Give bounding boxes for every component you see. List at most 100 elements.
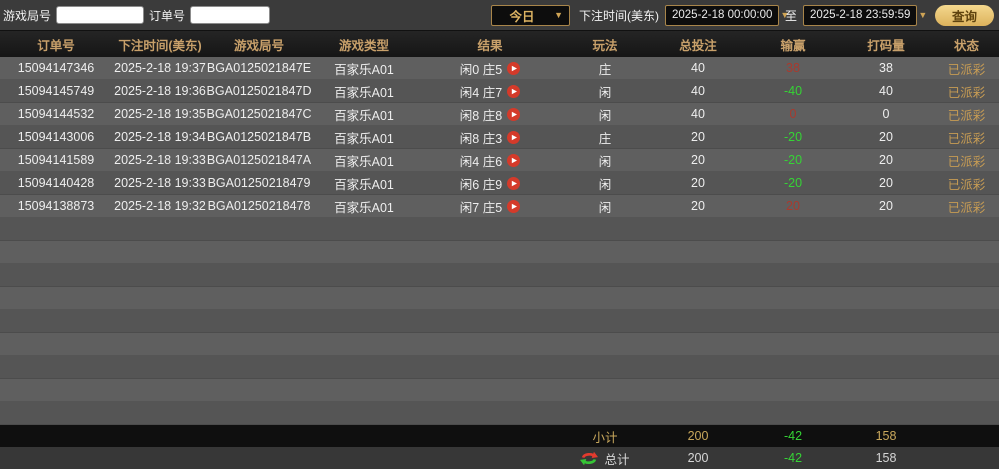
empty-row (0, 333, 999, 356)
cell-status: 已派彩 (947, 85, 986, 100)
cell-result: 闲8 庄8 (418, 103, 562, 125)
subtotal-status-empty (934, 425, 999, 447)
cell-round: BGA0125021847D (206, 84, 312, 98)
cell-game_type: 百家乐A01 (334, 108, 394, 123)
cell-round: BGA0125021847E (206, 61, 312, 75)
play-icon[interactable] (507, 153, 521, 167)
table-row: 15094143006 2025-2-18 19:34 BGA0125021847B… (0, 126, 999, 149)
cell-order: 15094141589 (17, 153, 95, 167)
cell-game_type: 百家乐A01 (334, 85, 394, 100)
cell-play: 闲 (598, 85, 612, 100)
column-header-win_loss: 输赢 (780, 38, 806, 53)
cell-win_loss: -20 (783, 176, 803, 190)
to-label: 至 (784, 8, 797, 23)
table-row: 15094140428 2025-2-18 19:33 BGA01250218479… (0, 172, 999, 195)
cell-result: 闲4 庄6 (418, 149, 562, 171)
cell-game_type: 百家乐A01 (334, 62, 394, 77)
column-header-total_bet: 总投注 (679, 38, 717, 53)
column-header-wager: 打码量 (867, 38, 905, 53)
cell-win_loss: 20 (786, 199, 800, 213)
play-icon[interactable] (507, 130, 521, 144)
cell-wager: 40 (879, 84, 893, 98)
column-header-status: 状态 (953, 38, 979, 53)
play-icon[interactable] (507, 199, 521, 213)
table-header-row: 订单号 下注时间(美东) 游戏局号 游戏类型 结果 玩法 总投注 输赢 打码量 状态 (0, 30, 999, 57)
cell-win_loss: -20 (783, 153, 803, 167)
cell-wager: 20 (879, 153, 893, 167)
cell-game_type: 百家乐A01 (334, 200, 394, 215)
cell-result: 闲0 庄5 (418, 57, 562, 79)
game-round-input[interactable] (56, 6, 145, 24)
empty-row (0, 218, 999, 241)
cell-bet_time: 2025-2-18 19:35 (114, 107, 206, 121)
cell-total_bet: 40 (691, 61, 705, 75)
subtotal-spacer (0, 425, 562, 447)
total-win-loss: -42 (783, 451, 803, 465)
cell-total_bet: 20 (691, 153, 705, 167)
cell-wager: 20 (879, 176, 893, 190)
refresh-sync-icon[interactable] (580, 451, 599, 466)
table-row: 15094147346 2025-2-18 19:37 BGA0125021847E… (0, 57, 999, 80)
game-round-label: 游戏局号 (3, 8, 52, 23)
result-text: 闲6 庄9 (459, 177, 503, 192)
cell-result: 闲7 庄5 (418, 195, 562, 217)
cell-result: 闲4 庄7 (418, 80, 562, 102)
order-no-label: 订单号 (149, 8, 186, 23)
result-text: 闲4 庄7 (459, 85, 503, 100)
result-text: 闲0 庄5 (459, 62, 503, 77)
cell-result: 闲8 庄3 (418, 126, 562, 148)
cell-total_bet: 20 (691, 176, 705, 190)
period-select[interactable]: 今日 ▼ (490, 4, 570, 26)
result-text: 闲8 庄8 (459, 108, 503, 123)
empty-row (0, 402, 999, 425)
cell-total_bet: 20 (691, 130, 705, 144)
cell-wager: 20 (879, 130, 893, 144)
cell-round: BGA01250218478 (207, 199, 311, 213)
cell-total_bet: 40 (691, 84, 705, 98)
cell-round: BGA0125021847C (206, 107, 312, 121)
subtotal-row: 小计 200 -42 158 (0, 425, 999, 447)
cell-bet_time: 2025-2-18 19:33 (114, 176, 206, 190)
start-time-value: 2025-2-18 00:00:00 (671, 9, 773, 21)
cell-status: 已派彩 (947, 62, 986, 77)
cell-wager: 0 (882, 107, 890, 121)
play-icon[interactable] (507, 84, 521, 98)
subtotal-win-loss: -42 (783, 429, 803, 443)
cell-play: 闲 (598, 108, 612, 123)
play-icon[interactable] (507, 61, 521, 75)
column-header-play: 玩法 (592, 38, 618, 53)
query-button[interactable]: 查询 (935, 4, 994, 26)
column-header-round: 游戏局号 (233, 38, 284, 53)
table-row: 15094144532 2025-2-18 19:35 BGA0125021847C… (0, 103, 999, 126)
cell-play: 庄 (598, 131, 612, 146)
cell-round: BGA01250218479 (207, 176, 311, 190)
cell-win_loss: 38 (786, 61, 800, 75)
total-wager: 158 (875, 451, 897, 465)
empty-row (0, 241, 999, 264)
table-body: 15094147346 2025-2-18 19:37 BGA0125021847E… (0, 57, 999, 425)
cell-play: 闲 (598, 200, 612, 215)
cell-wager: 20 (879, 199, 893, 213)
column-header-bet_time: 下注时间(美东) (118, 38, 202, 53)
start-time-select[interactable]: 2025-2-18 00:00:00 ▼ (664, 4, 789, 26)
cell-round: BGA0125021847A (206, 153, 312, 167)
end-time-select[interactable]: 2025-2-18 23:59:59 ▼ (803, 4, 927, 26)
play-icon[interactable] (507, 176, 521, 190)
end-time-value: 2025-2-18 23:59:59 (810, 9, 911, 21)
play-icon[interactable] (507, 107, 521, 121)
cell-win_loss: 0 (789, 107, 797, 121)
cell-total_bet: 20 (691, 199, 705, 213)
order-no-input[interactable] (190, 6, 271, 24)
empty-row (0, 356, 999, 379)
cell-status: 已派彩 (947, 154, 986, 169)
empty-row (0, 379, 999, 402)
cell-order: 15094145749 (17, 84, 95, 98)
total-label-cell: 总计 (562, 447, 648, 469)
cell-bet_time: 2025-2-18 19:33 (114, 153, 206, 167)
cell-order: 15094144532 (17, 107, 95, 121)
total-spacer (0, 447, 562, 469)
cell-play: 闲 (598, 154, 612, 169)
filter-toolbar: 游戏局号 订单号 今日 ▼ 下注时间(美东) 2025-2-18 00:00:0… (0, 0, 999, 30)
table-row: 15094141589 2025-2-18 19:33 BGA0125021847A… (0, 149, 999, 172)
total-label: 总计 (604, 452, 630, 467)
